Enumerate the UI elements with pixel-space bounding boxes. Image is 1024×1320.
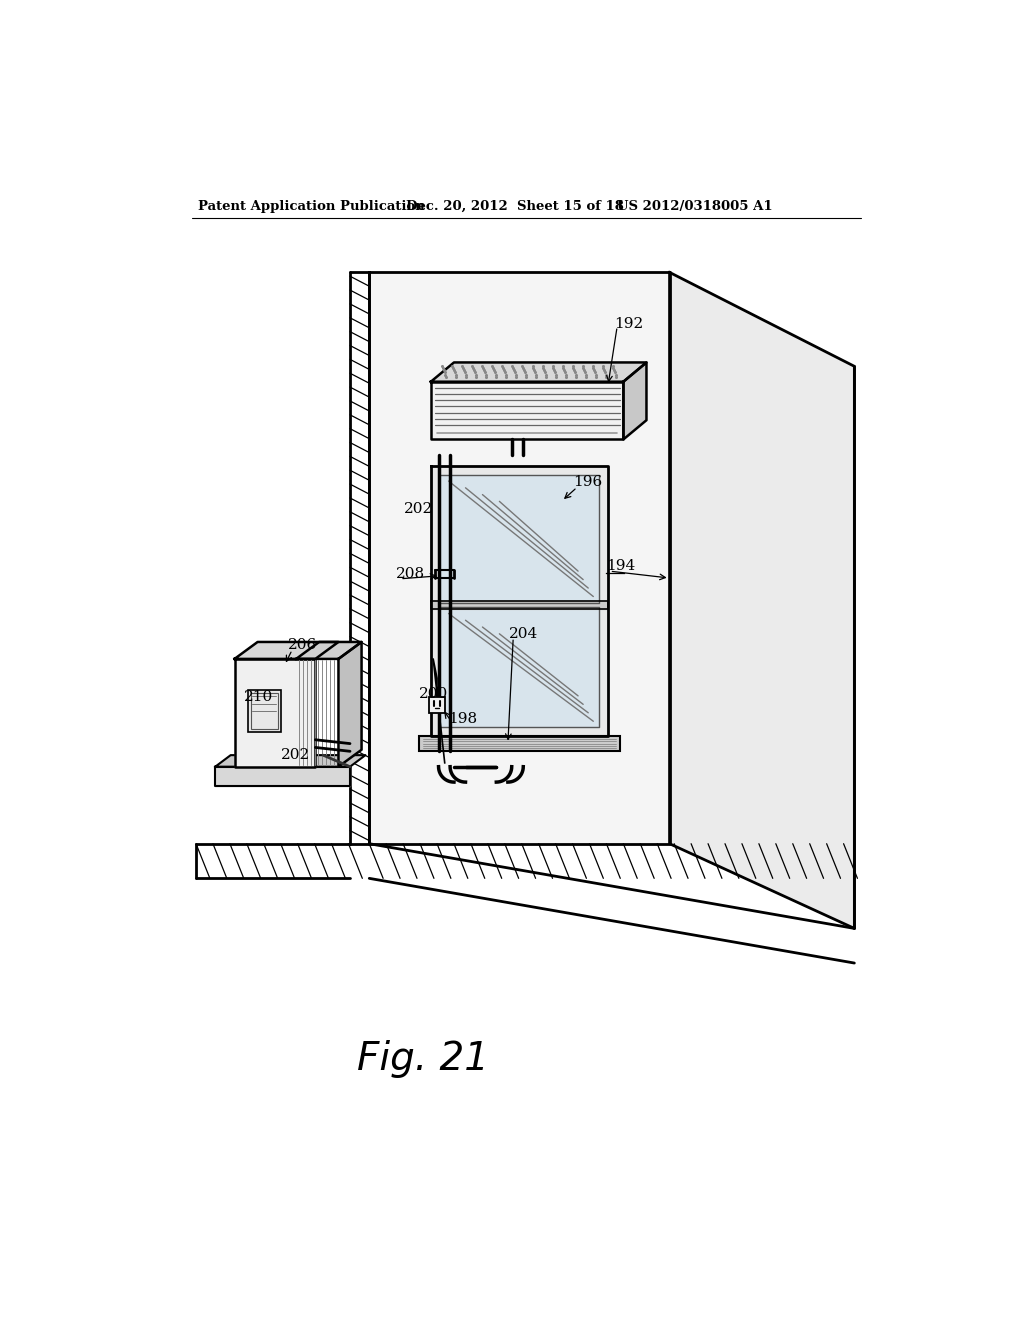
Polygon shape: [234, 659, 315, 767]
Text: 192: 192: [614, 317, 643, 331]
Text: 202: 202: [403, 502, 433, 516]
Polygon shape: [370, 272, 670, 843]
Polygon shape: [339, 642, 361, 767]
Text: Dec. 20, 2012  Sheet 15 of 18: Dec. 20, 2012 Sheet 15 of 18: [407, 199, 624, 213]
Bar: [248, 689, 281, 733]
Bar: [248, 689, 281, 733]
Polygon shape: [624, 363, 646, 440]
Text: Patent Application Publication: Patent Application Publication: [198, 199, 424, 213]
Polygon shape: [234, 642, 339, 659]
Text: US 2012/0318005 A1: US 2012/0318005 A1: [617, 199, 773, 213]
Polygon shape: [431, 601, 608, 609]
Polygon shape: [670, 272, 854, 928]
Text: 202: 202: [281, 748, 310, 762]
Bar: [251, 693, 278, 729]
Text: 204: 204: [509, 627, 539, 642]
Bar: [429, 697, 444, 713]
Bar: [419, 737, 620, 751]
Text: 206: 206: [289, 638, 317, 652]
Polygon shape: [431, 381, 624, 440]
Polygon shape: [296, 642, 361, 659]
Text: 196: 196: [573, 475, 602, 488]
Text: 210: 210: [244, 690, 273, 705]
Polygon shape: [215, 767, 350, 785]
Polygon shape: [439, 475, 599, 603]
Polygon shape: [431, 466, 608, 737]
Text: 200: 200: [419, 686, 449, 701]
Bar: [419, 737, 620, 751]
Polygon shape: [215, 755, 366, 767]
Text: 194: 194: [606, 560, 636, 573]
Bar: [429, 697, 444, 713]
Text: 198: 198: [449, 711, 477, 726]
Text: 208: 208: [396, 568, 425, 581]
Polygon shape: [439, 607, 599, 727]
Polygon shape: [431, 363, 646, 381]
Text: Fig. 21: Fig. 21: [357, 1040, 489, 1078]
